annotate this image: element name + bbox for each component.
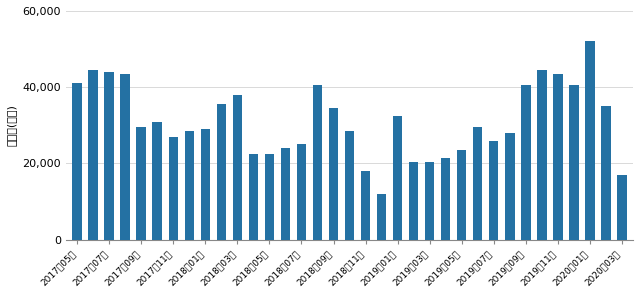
Bar (537, 70, 547, 240)
Bar (441, 158, 451, 240)
Bar (393, 116, 403, 240)
Bar (569, 85, 579, 240)
Bar (377, 194, 387, 240)
Bar (168, 137, 178, 240)
Bar (601, 106, 611, 240)
Bar (297, 144, 307, 240)
Bar (617, 175, 627, 240)
Bar (361, 171, 371, 240)
Bar (505, 133, 515, 240)
Bar (152, 121, 162, 240)
Bar (489, 141, 499, 240)
Bar (248, 154, 258, 240)
Bar (136, 127, 146, 240)
Bar (120, 74, 130, 240)
Bar (425, 162, 435, 240)
Bar (200, 129, 210, 240)
Bar (104, 72, 114, 240)
Bar (553, 74, 563, 240)
Bar (184, 131, 194, 240)
Bar (521, 85, 531, 240)
Bar (72, 83, 82, 240)
Bar (264, 154, 274, 240)
Y-axis label: 거래량(건수): 거래량(건수) (7, 104, 17, 146)
Bar (88, 70, 98, 240)
Bar (409, 162, 419, 240)
Bar (216, 104, 226, 240)
Bar (473, 127, 483, 240)
Bar (232, 95, 242, 240)
Bar (457, 150, 467, 240)
Bar (329, 108, 339, 240)
Bar (585, 41, 595, 240)
Bar (345, 131, 355, 240)
Bar (280, 148, 291, 240)
Bar (313, 85, 323, 240)
